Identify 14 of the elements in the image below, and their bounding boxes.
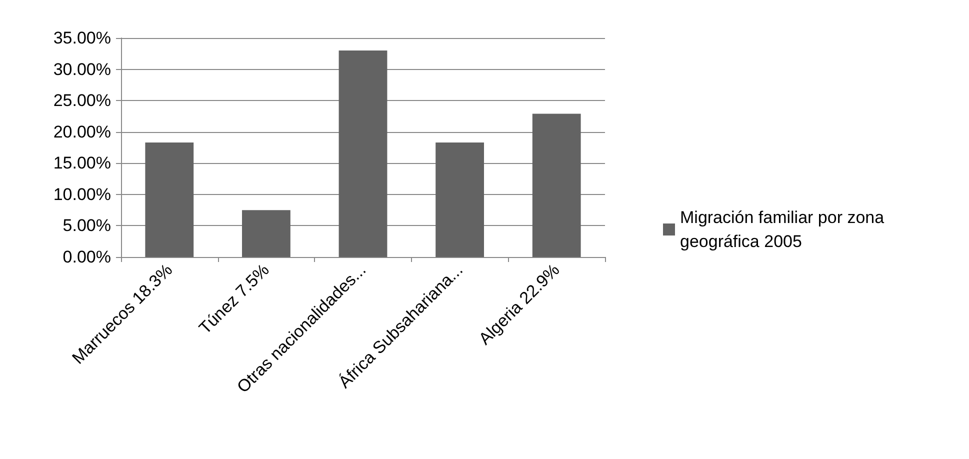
y-tick-label: 35.00% xyxy=(53,28,111,48)
bar xyxy=(145,142,194,257)
bar xyxy=(242,210,290,257)
bar xyxy=(436,142,484,257)
bar xyxy=(338,50,388,257)
y-tick-label: 15.00% xyxy=(53,154,111,173)
y-tick-label: 25.00% xyxy=(53,91,111,110)
bar xyxy=(532,114,581,257)
y-tick-label: 30.00% xyxy=(53,60,111,79)
y-tick-label: 5.00% xyxy=(62,216,111,236)
legend-label: Migración familiar por zona geográfica 2005 xyxy=(680,208,889,251)
y-tick-label: 20.00% xyxy=(53,122,111,142)
y-tick-label: 0.00% xyxy=(62,248,111,266)
y-tick-label: 10.00% xyxy=(53,184,111,204)
